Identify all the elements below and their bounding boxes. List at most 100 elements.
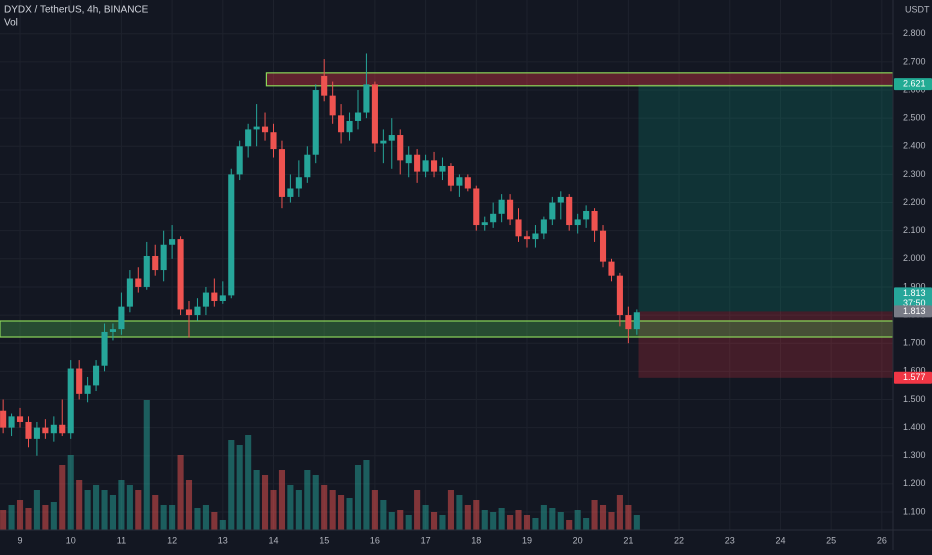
volume-bar — [625, 505, 632, 530]
volume-bar — [380, 500, 387, 530]
candle-body — [202, 292, 209, 307]
x-tick-label: 9 — [18, 535, 23, 545]
volume-bar — [278, 470, 286, 530]
volume-bar — [245, 435, 252, 530]
volume-bar — [583, 518, 590, 530]
x-tick-label: 17 — [421, 535, 431, 545]
candle-body — [566, 196, 573, 226]
volume-bar — [523, 515, 531, 530]
candle-body — [177, 239, 184, 310]
candle-body — [194, 306, 201, 316]
price-label: 1.813 — [903, 306, 926, 316]
volume-bar — [67, 455, 74, 530]
volume-bar — [540, 505, 547, 530]
candle-body — [397, 135, 404, 161]
x-tick-label: 13 — [218, 535, 228, 545]
y-tick-label: 2.700 — [903, 56, 926, 66]
candle-body — [422, 160, 429, 172]
candle-body — [431, 160, 438, 172]
candle-body — [76, 368, 83, 394]
price-label-box — [894, 78, 932, 91]
volume-bar — [0, 510, 7, 530]
volume-bar — [481, 510, 488, 530]
y-tick-label: 1.600 — [903, 366, 926, 376]
y-tick-label: 1.400 — [903, 422, 926, 432]
x-tick-label: 20 — [573, 535, 583, 545]
candle-body — [473, 188, 480, 226]
x-tick-label: 19 — [522, 535, 532, 545]
volume-bar — [50, 502, 57, 530]
volume-bar — [473, 500, 480, 530]
candle-body — [160, 244, 167, 271]
volume-bar — [507, 515, 514, 530]
volume-bar — [219, 520, 226, 530]
candle-body — [109, 329, 116, 332]
volume-label: Vol — [4, 18, 18, 29]
volume-bar — [515, 510, 522, 530]
candle-body — [295, 177, 302, 189]
x-tick-label: 24 — [775, 535, 785, 545]
candle-body — [523, 236, 531, 240]
y-tick-label: 1.700 — [903, 338, 926, 348]
volume-bar — [194, 508, 201, 530]
price-countdown: 37:50 — [903, 298, 926, 308]
candle-body — [447, 165, 454, 186]
x-tick-label: 21 — [623, 535, 633, 545]
volume-bar — [304, 470, 311, 530]
candle-body — [599, 230, 607, 262]
candle-body — [278, 149, 286, 197]
volume-bar — [549, 508, 556, 530]
volume-bar — [354, 465, 362, 530]
volume-bar — [8, 505, 15, 530]
volume-bar — [608, 512, 615, 530]
candle-body — [498, 199, 505, 214]
candle-body — [126, 278, 133, 307]
volume-bar — [405, 515, 412, 530]
candle-body — [414, 154, 421, 172]
volume-bar — [16, 500, 24, 530]
y-tick-label: 1.100 — [903, 506, 926, 516]
volume-bar — [329, 490, 336, 530]
volume-bar — [42, 505, 49, 530]
volume-bar — [253, 470, 260, 530]
candle-body — [549, 202, 556, 220]
volume-bar — [152, 495, 159, 530]
candle-body — [329, 95, 336, 116]
volume-bar — [498, 508, 505, 530]
x-tick-label: 23 — [725, 535, 735, 545]
candle-body — [245, 129, 252, 147]
candle-body — [118, 306, 125, 330]
volume-bar — [388, 512, 395, 530]
volume-bar — [211, 512, 218, 530]
volume-bar — [126, 485, 133, 530]
volume-bar — [295, 490, 302, 530]
x-tick-label: 22 — [674, 535, 684, 545]
y-tick-label: 1.200 — [903, 478, 926, 488]
price-label: 1.577 — [903, 372, 926, 382]
y-tick-label: 1.900 — [903, 281, 926, 291]
candle-body — [405, 154, 412, 164]
candle-body — [236, 146, 243, 175]
candle-body — [464, 177, 471, 189]
volume-bar — [143, 400, 150, 530]
candle-body — [8, 416, 15, 428]
candle-body — [515, 219, 522, 237]
volume-bar — [135, 490, 142, 530]
volume-bar — [422, 505, 429, 530]
candle-body — [211, 292, 218, 302]
candle-body — [574, 219, 581, 226]
candle-body — [101, 331, 108, 366]
y-tick-label: 2.000 — [903, 253, 926, 263]
profit-zone — [638, 84, 893, 312]
x-tick-label: 12 — [167, 535, 177, 545]
candle-body — [16, 416, 24, 422]
y-tick-label: 2.800 — [903, 28, 926, 38]
x-tick-label: 14 — [268, 535, 278, 545]
volume-bar — [93, 485, 100, 530]
volume-bar — [464, 505, 471, 530]
volume-bar — [397, 510, 404, 530]
volume-bar — [591, 500, 598, 530]
candle-body — [261, 126, 269, 133]
volume-bar — [270, 490, 277, 530]
